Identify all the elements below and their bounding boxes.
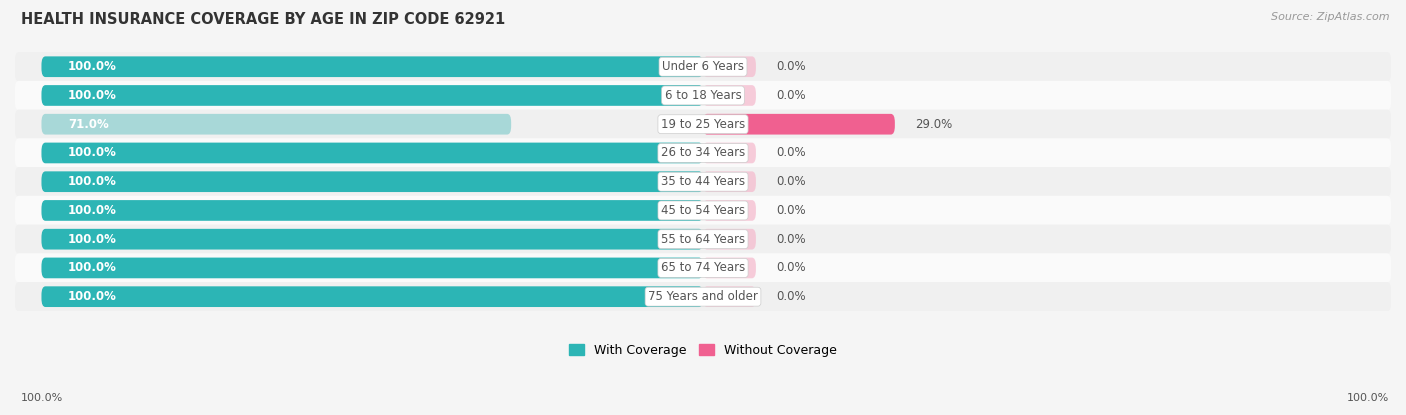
FancyBboxPatch shape [15,81,1391,110]
Text: 26 to 34 Years: 26 to 34 Years [661,146,745,159]
Text: 75 Years and older: 75 Years and older [648,290,758,303]
Text: 0.0%: 0.0% [776,60,806,73]
FancyBboxPatch shape [703,56,756,77]
Text: 0.0%: 0.0% [776,175,806,188]
FancyBboxPatch shape [41,200,703,221]
FancyBboxPatch shape [703,229,756,249]
Text: 100.0%: 100.0% [67,146,117,159]
FancyBboxPatch shape [703,143,756,164]
FancyBboxPatch shape [703,258,756,278]
Text: 100.0%: 100.0% [67,175,117,188]
Text: 0.0%: 0.0% [776,146,806,159]
FancyBboxPatch shape [15,167,1391,196]
FancyBboxPatch shape [15,253,1391,283]
FancyBboxPatch shape [703,171,756,192]
Text: 100.0%: 100.0% [67,261,117,274]
FancyBboxPatch shape [15,110,1391,139]
Text: 0.0%: 0.0% [776,233,806,246]
FancyBboxPatch shape [15,52,1391,81]
Text: 100.0%: 100.0% [67,60,117,73]
Text: 29.0%: 29.0% [915,118,952,131]
FancyBboxPatch shape [41,258,703,278]
Text: Source: ZipAtlas.com: Source: ZipAtlas.com [1271,12,1389,22]
FancyBboxPatch shape [15,282,1391,311]
FancyBboxPatch shape [41,229,703,249]
FancyBboxPatch shape [15,225,1391,254]
Text: 19 to 25 Years: 19 to 25 Years [661,118,745,131]
Text: 100.0%: 100.0% [67,233,117,246]
FancyBboxPatch shape [703,114,894,134]
FancyBboxPatch shape [41,286,703,307]
Text: 100.0%: 100.0% [67,89,117,102]
Text: 0.0%: 0.0% [776,204,806,217]
FancyBboxPatch shape [41,114,512,134]
FancyBboxPatch shape [15,138,1391,168]
FancyBboxPatch shape [41,85,703,106]
FancyBboxPatch shape [41,56,703,77]
Legend: With Coverage, Without Coverage: With Coverage, Without Coverage [564,339,842,362]
Text: 100.0%: 100.0% [21,393,63,403]
Text: 55 to 64 Years: 55 to 64 Years [661,233,745,246]
FancyBboxPatch shape [15,196,1391,225]
Text: 71.0%: 71.0% [67,118,108,131]
FancyBboxPatch shape [41,171,703,192]
Text: HEALTH INSURANCE COVERAGE BY AGE IN ZIP CODE 62921: HEALTH INSURANCE COVERAGE BY AGE IN ZIP … [21,12,505,27]
Text: 35 to 44 Years: 35 to 44 Years [661,175,745,188]
FancyBboxPatch shape [41,143,703,164]
Text: 100.0%: 100.0% [67,204,117,217]
Text: 45 to 54 Years: 45 to 54 Years [661,204,745,217]
Text: 6 to 18 Years: 6 to 18 Years [665,89,741,102]
Text: 0.0%: 0.0% [776,290,806,303]
Text: 100.0%: 100.0% [67,290,117,303]
FancyBboxPatch shape [703,286,756,307]
Text: 100.0%: 100.0% [1347,393,1389,403]
Text: Under 6 Years: Under 6 Years [662,60,744,73]
Text: 0.0%: 0.0% [776,89,806,102]
Text: 0.0%: 0.0% [776,261,806,274]
FancyBboxPatch shape [703,85,756,106]
FancyBboxPatch shape [703,200,756,221]
Text: 65 to 74 Years: 65 to 74 Years [661,261,745,274]
